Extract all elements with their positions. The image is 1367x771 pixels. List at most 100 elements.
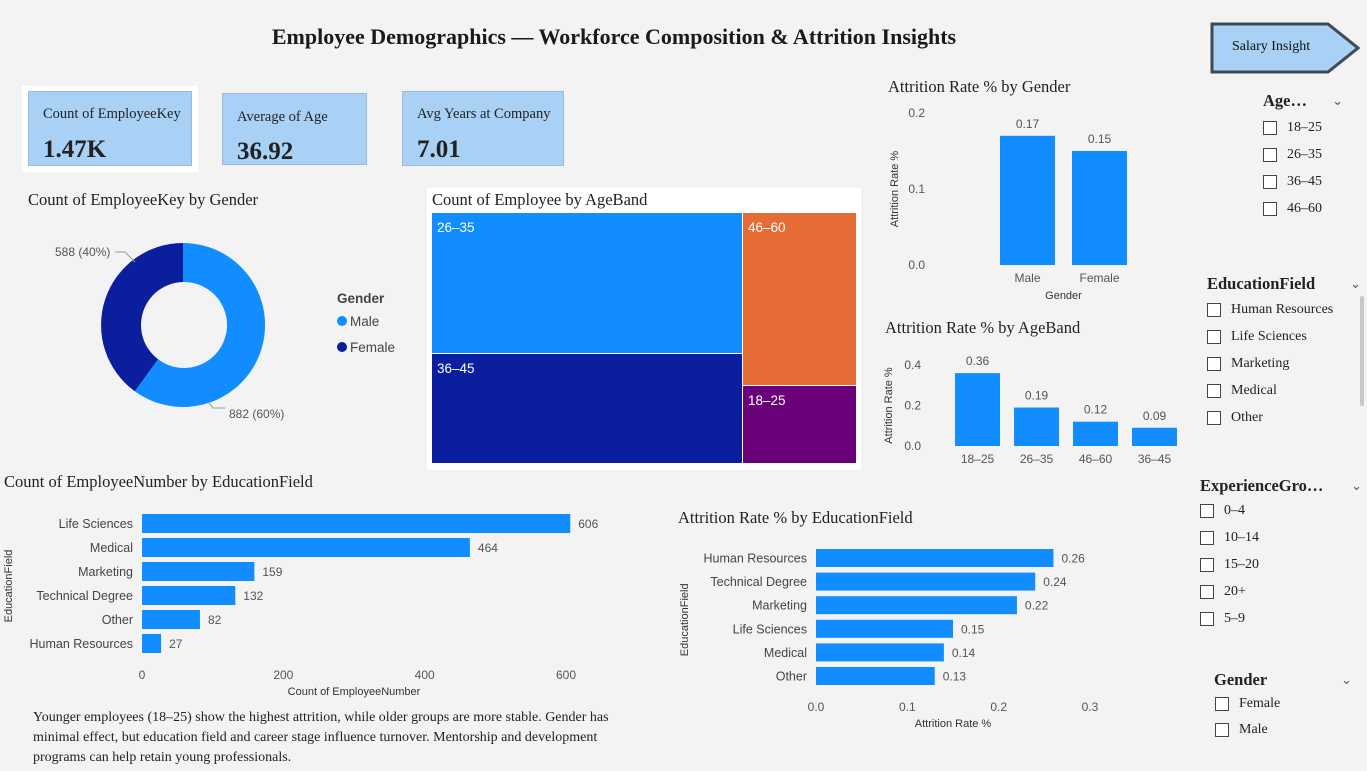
donut-slice-male[interactable] xyxy=(134,242,266,407)
slicer-option[interactable]: Other xyxy=(1207,404,1363,431)
checkbox[interactable] xyxy=(1207,383,1221,398)
treemap-cell-36-45[interactable]: 36–45 xyxy=(431,353,743,464)
chevron-down-icon[interactable]: ⌄ xyxy=(1351,478,1362,494)
bar[interactable] xyxy=(1072,151,1127,265)
slicer-option[interactable]: 0–4 xyxy=(1200,497,1364,524)
slicer-option[interactable]: 46–60 xyxy=(1263,195,1363,222)
checkbox[interactable] xyxy=(1263,147,1277,162)
bar[interactable] xyxy=(142,538,470,557)
option-label: 20+ xyxy=(1224,583,1246,599)
bar[interactable] xyxy=(1000,135,1055,265)
checkbox[interactable] xyxy=(1200,503,1214,518)
kpi-label: Average of Age xyxy=(237,109,328,125)
slicer-option[interactable]: 18–25 xyxy=(1263,114,1363,141)
slicer-option[interactable]: 10–14 xyxy=(1200,524,1364,551)
bar[interactable] xyxy=(955,373,1000,446)
gender-donut-title: Count of EmployeeKey by Gender xyxy=(28,190,259,209)
legend-item-female[interactable]: Female xyxy=(337,334,395,360)
checkbox[interactable] xyxy=(1207,302,1221,317)
option-label: 36–45 xyxy=(1287,173,1322,189)
bar-value-label: 0.14 xyxy=(952,646,976,660)
kpi-avg-years[interactable]: Avg Years at Company 7.01 xyxy=(402,91,564,166)
category-label: Other xyxy=(102,613,133,627)
slicer-age: Age… ⌄ 18–25 26–35 36–45 46–60 xyxy=(1263,90,1363,222)
bar-value-label: 27 xyxy=(169,637,183,651)
slicer-option[interactable]: 20+ xyxy=(1200,578,1364,605)
x-tick-label: 200 xyxy=(273,668,293,682)
category-label: Life Sciences xyxy=(733,622,807,636)
bar[interactable] xyxy=(816,596,1017,615)
treemap-title: Count of Employee by AgeBand xyxy=(432,190,648,209)
checkbox[interactable] xyxy=(1263,120,1277,135)
slicer-scrollbar[interactable] xyxy=(1360,296,1364,406)
category-label: Medical xyxy=(764,646,807,660)
treemap-cell-18-25[interactable]: 18–25 xyxy=(742,385,857,464)
slicer-option[interactable]: Medical xyxy=(1207,377,1363,404)
slicer-option[interactable]: 15–20 xyxy=(1200,551,1364,578)
checkbox[interactable] xyxy=(1207,356,1221,371)
option-label: Life Sciences xyxy=(1231,328,1307,344)
checkbox[interactable] xyxy=(1263,201,1277,216)
gender-legend: Gender Male Female xyxy=(337,291,395,360)
donut-label-male: 882 (60%) xyxy=(229,407,284,421)
kpi-average-age[interactable]: Average of Age 36.92 xyxy=(222,93,367,165)
bar[interactable] xyxy=(142,562,255,581)
attr-gender-title: Attrition Rate % by Gender xyxy=(888,77,1071,96)
slicer-option[interactable]: Human Resources xyxy=(1207,296,1363,323)
checkbox[interactable] xyxy=(1200,530,1214,545)
bar[interactable] xyxy=(816,619,953,638)
slicer-option[interactable]: Male xyxy=(1215,717,1354,743)
salary-insight-button[interactable]: Salary Insight xyxy=(1210,22,1360,74)
option-label: Other xyxy=(1231,409,1263,425)
checkbox[interactable] xyxy=(1215,723,1229,737)
slicer-option[interactable]: 26–35 xyxy=(1263,141,1363,168)
slicer-option[interactable]: Life Sciences xyxy=(1207,323,1363,350)
option-label: Female xyxy=(1239,696,1281,711)
category-label: Human Resources xyxy=(703,552,807,566)
checkbox[interactable] xyxy=(1200,611,1214,626)
bar[interactable] xyxy=(142,634,162,653)
checkbox[interactable] xyxy=(1200,557,1214,572)
legend-item-male[interactable]: Male xyxy=(337,308,395,334)
legend-dot xyxy=(337,316,347,326)
treemap-cell-label: 36–45 xyxy=(437,361,475,376)
bar[interactable] xyxy=(816,667,935,685)
bar[interactable] xyxy=(1073,421,1118,446)
kpi-employee-count[interactable]: Count of EmployeeKey 1.47K xyxy=(28,91,192,166)
checkbox[interactable] xyxy=(1215,697,1229,711)
bar[interactable] xyxy=(1132,427,1177,446)
slicer-option[interactable]: Female xyxy=(1215,691,1354,717)
bar[interactable] xyxy=(1014,407,1059,446)
slicer-education: EducationField ⌄ Human Resources Life Sc… xyxy=(1207,273,1363,431)
checkbox[interactable] xyxy=(1200,584,1214,599)
bar[interactable] xyxy=(142,514,571,533)
slicer-experience: ExperienceGro… ⌄ 0–4 10–14 15–20 20+ 5–9 xyxy=(1200,475,1364,632)
bar-value-label: 0.12 xyxy=(1084,403,1108,417)
bar[interactable] xyxy=(142,586,236,605)
chevron-down-icon[interactable]: ⌄ xyxy=(1350,276,1361,292)
donut-slice-female[interactable] xyxy=(101,243,183,392)
bar[interactable] xyxy=(816,643,944,662)
attr-age-chart: 0.0 0.2 0.4 0.36 18–25 0.19 26–35 0.12 46–60 0.09… xyxy=(883,354,1177,466)
x-tick-label: 0.2 xyxy=(990,700,1007,714)
bar[interactable] xyxy=(142,610,200,629)
chevron-down-icon[interactable]: ⌄ xyxy=(1332,93,1343,109)
kpi-value: 7.01 xyxy=(417,136,461,163)
bar-value-label: 0.19 xyxy=(1025,389,1049,403)
checkbox[interactable] xyxy=(1207,410,1221,425)
slicer-option[interactable]: 5–9 xyxy=(1200,605,1364,632)
checkbox[interactable] xyxy=(1263,174,1277,189)
x-tick-label: 26–35 xyxy=(1020,452,1054,466)
bar[interactable] xyxy=(816,549,1054,567)
bar-value-label: 82 xyxy=(208,613,222,627)
checkbox[interactable] xyxy=(1207,329,1221,344)
bar[interactable] xyxy=(816,572,1036,591)
x-tick-label: Female xyxy=(1079,271,1119,285)
y-tick-label: 0.0 xyxy=(904,439,921,453)
treemap-cell-46-60[interactable]: 46–60 xyxy=(742,212,857,386)
slicer-option[interactable]: Marketing xyxy=(1207,350,1363,377)
treemap-cell-26-35[interactable]: 26–35 xyxy=(431,212,743,354)
chevron-down-icon[interactable]: ⌄ xyxy=(1341,672,1352,688)
slicer-option[interactable]: 36–45 xyxy=(1263,168,1363,195)
legend-dot xyxy=(337,342,347,352)
